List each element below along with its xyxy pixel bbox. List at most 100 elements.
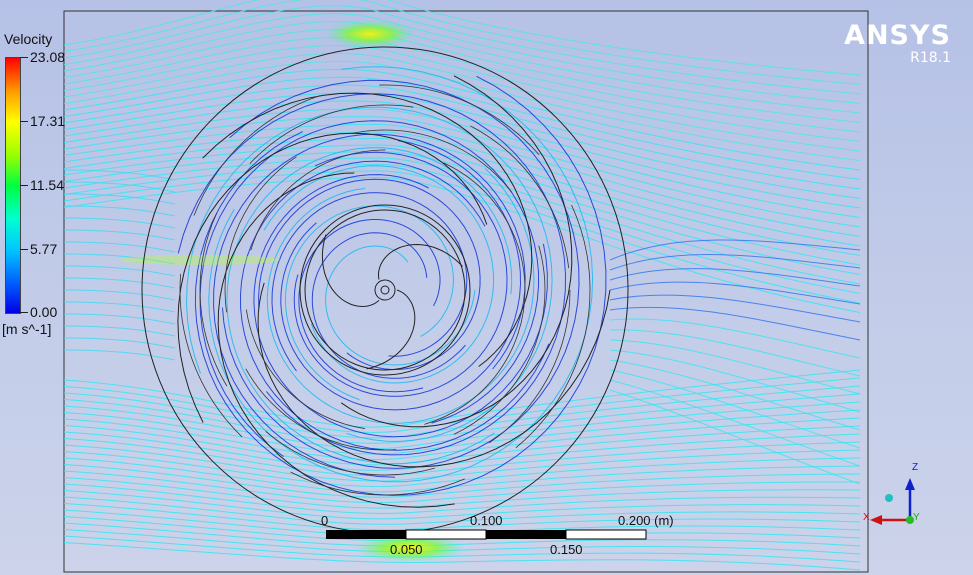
streamline: [63, 542, 861, 571]
streamline: [63, 470, 861, 504]
streamline: [609, 306, 861, 341]
streamline: [63, 409, 861, 455]
legend-tickmark: [20, 312, 28, 313]
streamline: [63, 444, 861, 482]
streamlines: [63, 0, 861, 571]
streamline: [199, 120, 539, 457]
hub-outer: [374, 279, 396, 301]
streamline: [609, 379, 861, 467]
streamline: [63, 337, 176, 349]
logo-name: ANSYS: [844, 20, 951, 51]
streamline: [63, 205, 176, 217]
streamline: [284, 205, 454, 401]
streamline: [298, 219, 441, 393]
streamline: [63, 217, 176, 229]
scale-label-0050: 0.050: [390, 542, 423, 557]
guide-ring: [179, 84, 591, 496]
streamline: [293, 151, 508, 397]
streamline: [63, 123, 861, 237]
streamline: [63, 116, 861, 228]
scale-bar-seg-1: [326, 530, 406, 539]
streamline: [609, 318, 861, 359]
streamline: [208, 66, 594, 483]
axis-view-sphere[interactable]: [885, 494, 893, 502]
logo-version: R18.1: [910, 50, 951, 66]
hotspot-left: [120, 255, 280, 265]
legend-tick-label: 23.08: [30, 49, 66, 65]
hotspot-bottom: [355, 534, 465, 562]
streamline: [63, 301, 176, 313]
streamline: [263, 165, 495, 384]
streamline: [253, 174, 548, 438]
outer-casing: [141, 46, 629, 534]
streamline: [63, 150, 861, 275]
guide-ring: [199, 104, 571, 476]
streamline: [311, 232, 466, 379]
guide-vane: [202, 92, 533, 367]
streamline: [63, 131, 861, 247]
streamline: [609, 294, 861, 323]
streamline: [63, 137, 861, 256]
axis-triad: [870, 478, 915, 525]
streamline: [63, 369, 861, 428]
streamline: [609, 389, 861, 485]
streamline: [609, 359, 861, 431]
streamline: [63, 92, 861, 199]
guide-ring: [244, 149, 526, 431]
streamline: [280, 140, 522, 411]
streamline: [63, 84, 861, 190]
streamline: [239, 160, 550, 451]
streamline: [63, 377, 861, 433]
streamline: [63, 349, 176, 361]
legend-tickmark: [20, 57, 28, 58]
streamline: [63, 163, 861, 294]
streamline: [63, 241, 176, 253]
ansys-logo: ANSYS R18.1: [844, 20, 951, 67]
streamline: [63, 490, 861, 520]
streamline: [63, 325, 176, 337]
domain-frame: [63, 10, 869, 573]
streamline: [63, 451, 861, 487]
streamline: [63, 277, 176, 289]
scale-label-0100: 0.100: [470, 513, 503, 528]
guide-ring: [224, 129, 546, 451]
legend-title: Velocity: [4, 31, 53, 47]
streamline: [194, 75, 607, 496]
guide-vane: [217, 172, 455, 508]
streamline: [63, 431, 861, 471]
streamline: [63, 477, 861, 509]
scale-label-0200: 0.200 (m): [618, 513, 674, 528]
streamline: [63, 385, 861, 439]
turbine-geometry: [141, 46, 629, 534]
streamline: [325, 245, 476, 366]
streamline: [63, 496, 861, 525]
streamline: [63, 0, 861, 76]
scale-bar: [326, 529, 647, 540]
guide-vane: [340, 75, 573, 428]
streamline: [609, 339, 861, 395]
runner-blade: [366, 289, 416, 370]
streamline: [63, 108, 861, 218]
streamline: [63, 170, 861, 304]
streamline: [213, 133, 526, 478]
runner-blades: [321, 234, 463, 370]
streamline: [63, 193, 176, 205]
streamline: [63, 44, 861, 142]
scale-label-0150: 0.150: [550, 542, 583, 557]
axis-label-x: X: [863, 512, 870, 523]
streamline: [63, 503, 861, 531]
streamline: [63, 176, 861, 313]
streamline: [63, 68, 861, 171]
legend-tickmark: [20, 185, 28, 186]
streamline: [63, 417, 861, 460]
streamline: [63, 457, 861, 493]
streamline: [185, 106, 553, 442]
guide-vane: [257, 282, 611, 468]
streamline: [63, 265, 176, 277]
runner-blade: [321, 234, 380, 308]
streamline: [266, 167, 535, 424]
scale-bar-seg-2: [405, 529, 487, 540]
streamline: [177, 93, 567, 456]
streamline: [271, 192, 468, 372]
